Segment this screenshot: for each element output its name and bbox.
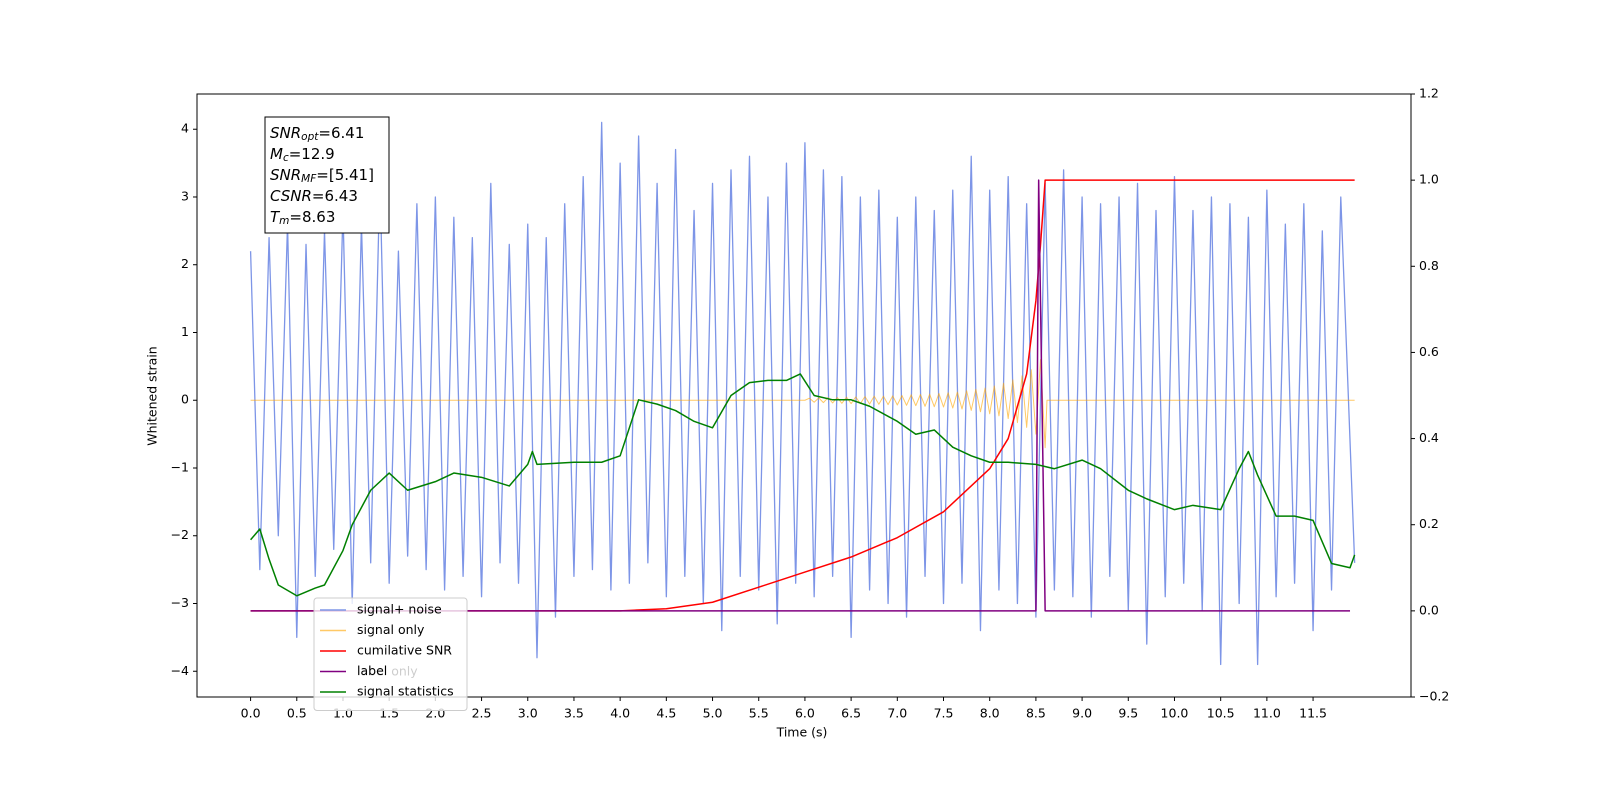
y-tick-label: 2 [181, 256, 189, 271]
annotation-value: =8.63 [289, 208, 335, 226]
annotation-line: SNRMF=[5.41] [270, 166, 374, 186]
x-tick-label: 2.5 [472, 706, 492, 721]
x-tick-label: 5.5 [749, 706, 769, 721]
x-tick-label: 0.5 [287, 706, 307, 721]
x-tick-label: 0.0 [241, 706, 261, 721]
series-line [249, 121, 1356, 666]
y-tick-label: 3 [181, 188, 189, 203]
annotation-value: =12.9 [289, 145, 335, 163]
x-tick-label: 6.5 [841, 706, 861, 721]
annotation-line: Tm=8.63 [270, 208, 335, 228]
x-tick-label: 10.5 [1207, 706, 1235, 721]
y2-tick-label: 0.0 [1419, 602, 1439, 617]
y-tick-label: 4 [181, 121, 189, 136]
y2-tick-label: 1.0 [1419, 172, 1439, 187]
annotation-line: SNRopt=6.41 [270, 124, 364, 144]
annotation-value: =6.43 [312, 187, 358, 205]
y-tick-label: 0 [181, 392, 189, 407]
y2-tick-label: −0.2 [1419, 689, 1449, 704]
series-layer [249, 121, 1356, 666]
x-tick-label: 3.0 [518, 706, 538, 721]
annotation-line: CSNR=6.43 [270, 187, 358, 205]
x-tick-label: 8.5 [1026, 706, 1046, 721]
x-tick-label: 5.0 [703, 706, 723, 721]
annotation-value: =6.41 [318, 124, 364, 142]
x-tick-label: 3.5 [564, 706, 584, 721]
y-tick-label: −4 [171, 663, 189, 678]
x-tick-label: 7.5 [934, 706, 954, 721]
y-tick-label: −3 [171, 595, 189, 610]
x-tick-label: 8.0 [980, 706, 1000, 721]
y2-tick-label: 0.4 [1419, 430, 1439, 445]
plot-frame [196, 93, 1412, 698]
annotation-symbol: SNR [270, 124, 301, 142]
annotation-frame [264, 116, 390, 234]
legend-label: cumilative SNR [357, 643, 452, 658]
legend-frame [313, 597, 468, 711]
series-line [250, 373, 1356, 597]
annotation-subscript: opt [301, 131, 319, 143]
annotation-value: =[5.41] [316, 166, 374, 184]
annotation-symbol: CSNR [270, 187, 312, 205]
x-tick-label: 9.5 [1118, 706, 1138, 721]
y2-tick-label: 0.8 [1419, 258, 1439, 273]
x-axis-label: Time (s) [776, 725, 828, 740]
x-tick-label: 4.0 [610, 706, 630, 721]
y2-tick-label: 0.2 [1419, 516, 1439, 531]
x-tick-label: 9.0 [1072, 706, 1092, 721]
series-line [250, 359, 1355, 449]
legend-label: label [357, 663, 387, 678]
x-tick-label: 11.0 [1253, 706, 1281, 721]
x-tick-label: 4.5 [656, 706, 676, 721]
annotation-box: SNRopt=6.41Mc=12.9SNRMF=[5.41]CSNR=6.43T… [264, 116, 390, 234]
y-tick-label: −1 [171, 459, 189, 474]
x-tick-label: 10.0 [1161, 706, 1189, 721]
legend-label: signal statistics [357, 684, 454, 699]
series-line [250, 179, 1351, 612]
y2-tick-label: 1.2 [1419, 86, 1439, 101]
annotation-subscript: m [279, 215, 289, 227]
legend-label: signal only [357, 622, 425, 637]
annotation-line: Mc=12.9 [270, 145, 335, 165]
y-tick-label: −2 [171, 527, 189, 542]
annotation-subscript: MF [301, 173, 317, 185]
annotation-symbol: T [270, 208, 281, 226]
x-tick-label: 7.0 [887, 706, 907, 721]
x-tick-label: 11.5 [1299, 706, 1327, 721]
annotation-symbol: SNR [270, 166, 301, 184]
annotation-subscript: c [283, 152, 289, 164]
y2-tick-label: 0.6 [1419, 344, 1439, 359]
annotation-symbol: M [270, 145, 283, 163]
axes-layer: 0.0 0.5 1.0 1.5 2.0 2.5 3.0 3.5 4.0 4.5 5.0 5.5 6.0 6… [171, 86, 1450, 721]
y-axis-label: Whitened strain [145, 346, 160, 445]
legend-label: signal+ noise [357, 602, 442, 617]
x-tick-label: 6.0 [795, 706, 815, 721]
y-tick-label: 1 [181, 324, 189, 339]
